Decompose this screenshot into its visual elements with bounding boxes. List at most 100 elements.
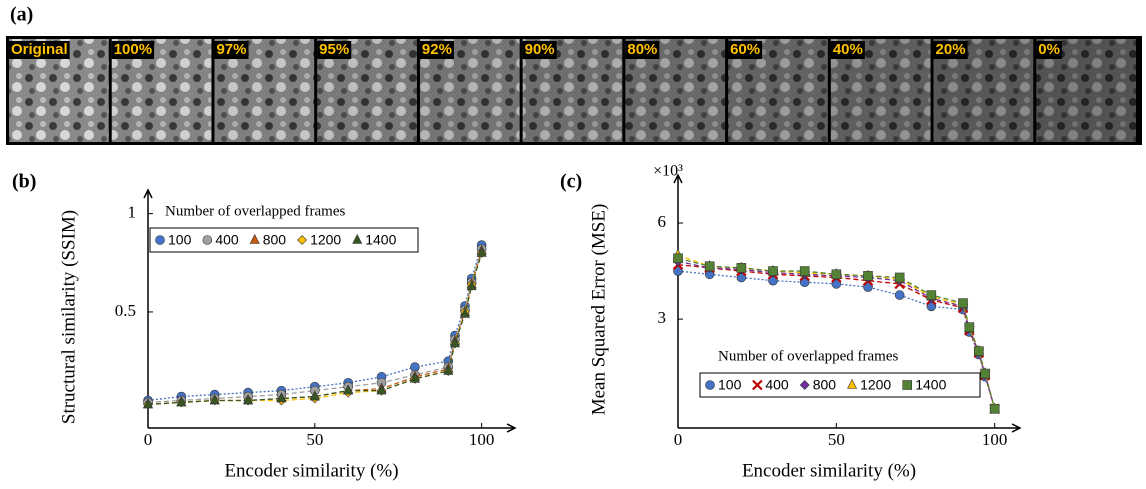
y-axis [143, 188, 153, 428]
legend-marker [155, 235, 165, 245]
data-point [309, 390, 320, 401]
legend-marker [799, 380, 810, 390]
data-point [343, 384, 354, 395]
legend-label: 100 [168, 232, 192, 248]
legend-marker [752, 379, 763, 391]
x-axis-label: Encoder similarity (%) [742, 460, 916, 481]
data-point [926, 290, 937, 300]
tile-label-bg [9, 41, 70, 59]
legend-label: 800 [813, 377, 837, 393]
legend-marker [249, 233, 260, 244]
y-tick-label: 1 [128, 203, 137, 222]
tile-label-bg [1036, 41, 1062, 59]
tile-label: 60% [730, 41, 760, 58]
series-line [147, 250, 483, 406]
tile-label: 0% [1038, 41, 1060, 58]
series-line [147, 244, 483, 402]
legend-label: 100 [718, 377, 742, 393]
data-point [209, 394, 220, 405]
data-point [449, 337, 460, 348]
legend-marker [202, 235, 213, 245]
legend-marker [297, 235, 308, 245]
tile-label-bg [317, 41, 352, 59]
panel-label: (b) [12, 171, 36, 193]
tile-label-bg [214, 41, 249, 59]
data-point [863, 282, 873, 292]
x-axis [148, 423, 517, 433]
x-tick-label: 0 [144, 430, 153, 449]
legend-title: Number of overlapped frames [718, 348, 899, 364]
series-line [147, 248, 483, 404]
legend-marker [847, 378, 858, 389]
data-point [863, 271, 873, 281]
axis-multiplier: ×10³ [653, 163, 683, 180]
tile-label: 90% [525, 41, 555, 58]
data-point [958, 298, 968, 308]
panel-label: (c) [560, 171, 582, 193]
panel-label: (a) [10, 4, 33, 26]
legend-label: 1200 [860, 377, 891, 393]
data-point [894, 272, 905, 283]
data-point [673, 253, 683, 264]
y-tick-label: 0.5 [115, 301, 136, 320]
series-line [677, 264, 996, 409]
data-point [980, 368, 990, 379]
data-point [443, 364, 454, 375]
data-point [143, 398, 153, 409]
x-tick-label: 0 [674, 430, 683, 449]
legend-box [149, 227, 419, 253]
legend-label: 1400 [915, 377, 946, 393]
legend-label: 800 [263, 232, 287, 248]
tile-label-bg [728, 41, 763, 59]
tile-label-bg [111, 41, 155, 59]
legend-box [699, 372, 981, 398]
data-point [176, 396, 187, 407]
data-point [243, 394, 254, 405]
legend-marker [902, 380, 913, 390]
data-point [964, 322, 975, 332]
tile-label: 100% [114, 41, 152, 58]
series-line [147, 252, 483, 406]
tile-label: 80% [627, 41, 657, 58]
x-axis-label: Encoder similarity (%) [224, 460, 398, 481]
legend-label: 1400 [365, 232, 396, 248]
data-point [476, 246, 487, 257]
data-point [894, 290, 905, 300]
x-tick-label: 50 [828, 430, 845, 449]
legend-marker [352, 233, 363, 244]
data-point [276, 392, 287, 403]
tile-label-bg [522, 41, 557, 59]
data-point [736, 263, 747, 273]
data-point [409, 372, 420, 383]
legend-label: 1200 [310, 232, 341, 248]
y-axis [673, 173, 683, 428]
tile-label: 97% [216, 41, 246, 58]
tile-label: 40% [833, 41, 863, 58]
data-point [673, 266, 683, 276]
y-axis-label: Mean Squared Error (MSE) [588, 204, 609, 416]
data-point [989, 403, 1000, 414]
tile-label: 92% [422, 41, 452, 58]
y-tick-label: 6 [658, 212, 667, 231]
tile-label-bg [933, 41, 968, 59]
data-point [459, 307, 470, 318]
data-point [799, 266, 810, 276]
legend-marker [705, 380, 715, 390]
x-axis [678, 423, 1022, 433]
legend-label: 400 [765, 377, 789, 393]
x-tick-label: 100 [469, 430, 495, 449]
data-point [831, 269, 842, 280]
tile-label-bg [830, 41, 865, 59]
data-point [704, 261, 715, 272]
data-point [974, 346, 984, 356]
legend-label: 400 [215, 232, 239, 248]
y-tick-label: 3 [658, 308, 667, 327]
data-point [466, 280, 477, 291]
data-point [376, 384, 387, 395]
tile-label-bg [419, 41, 454, 59]
tile-label: Original [11, 41, 68, 58]
tile-label: 20% [936, 41, 966, 58]
y-axis-label: Structural similarity (SSIM) [58, 210, 79, 424]
legend-title: Number of overlapped frames [165, 203, 346, 219]
